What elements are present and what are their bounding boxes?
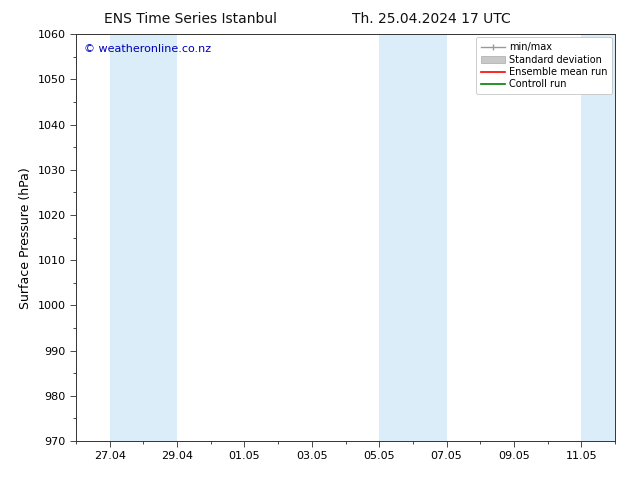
Y-axis label: Surface Pressure (hPa): Surface Pressure (hPa) bbox=[19, 167, 32, 309]
Bar bbox=[581, 34, 615, 441]
Text: © weatheronline.co.nz: © weatheronline.co.nz bbox=[84, 45, 211, 54]
Text: ENS Time Series Istanbul: ENS Time Series Istanbul bbox=[104, 12, 276, 26]
Text: Th. 25.04.2024 17 UTC: Th. 25.04.2024 17 UTC bbox=[352, 12, 510, 26]
Bar bbox=[379, 34, 446, 441]
Legend: min/max, Standard deviation, Ensemble mean run, Controll run: min/max, Standard deviation, Ensemble me… bbox=[476, 37, 612, 94]
Bar bbox=[110, 34, 177, 441]
